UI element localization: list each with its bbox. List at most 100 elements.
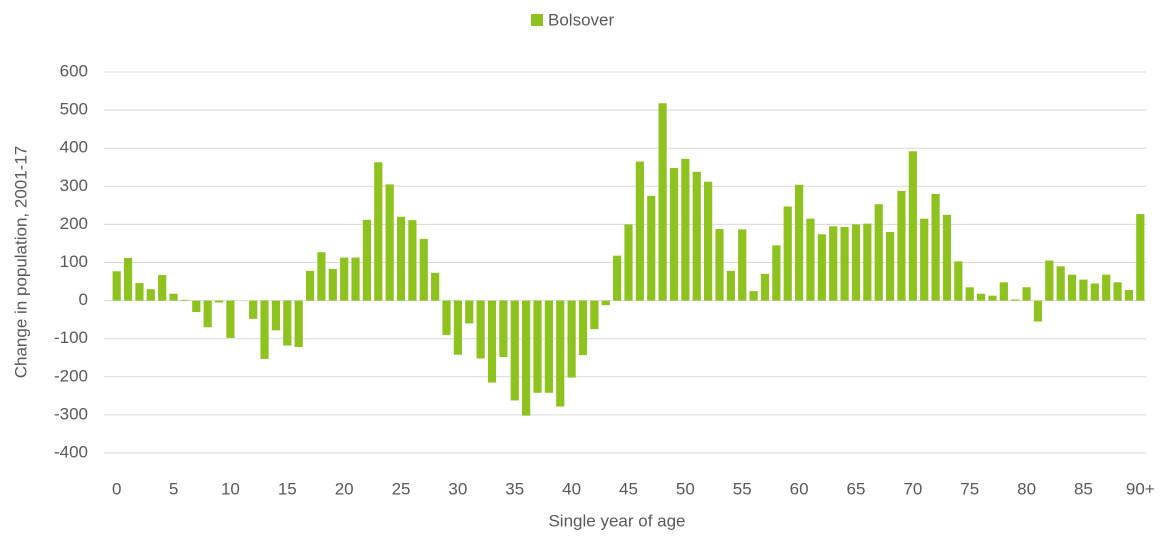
bar: [885, 232, 895, 301]
bar: [590, 300, 599, 330]
legend-label: Bolsover: [548, 10, 614, 29]
y-tick-label: 0: [79, 290, 88, 309]
x-tick-label: 40: [562, 479, 581, 498]
bar: [1067, 274, 1077, 301]
bar: [681, 158, 690, 301]
bar: [578, 300, 588, 356]
bar: [954, 261, 963, 301]
bar: [1113, 282, 1122, 301]
bar: [522, 300, 531, 416]
bar: [897, 190, 906, 301]
bar: [226, 300, 235, 338]
bar: [1011, 299, 1020, 301]
bar: [544, 300, 553, 393]
bar: [328, 268, 337, 301]
bar: [362, 219, 372, 301]
y-axis-label: Change in population, 2001-17: [11, 146, 30, 379]
bar: [476, 300, 485, 359]
bar: [1033, 300, 1043, 322]
bar: [283, 300, 292, 346]
bar: [180, 299, 190, 301]
bar: [431, 272, 440, 301]
x-tick-label: 30: [448, 479, 467, 498]
bar: [863, 223, 872, 301]
bar: [647, 195, 656, 301]
bar: [806, 218, 815, 301]
bar: [851, 224, 861, 301]
bar: [556, 300, 565, 407]
bar: [1136, 214, 1145, 301]
bar: [795, 184, 804, 301]
bar: [1079, 279, 1088, 301]
bar: [203, 300, 212, 328]
x-tick-label: 15: [278, 479, 297, 498]
bar: [169, 293, 178, 301]
bar: [351, 257, 360, 301]
bar: [567, 300, 576, 378]
bar: [123, 257, 133, 301]
y-tick-label: 400: [60, 138, 88, 157]
bar: [135, 283, 144, 301]
bar: [624, 224, 633, 301]
bar: [1090, 283, 1099, 301]
y-tick-label: -100: [54, 328, 88, 347]
bar: [965, 287, 974, 301]
x-tick-label: 70: [903, 479, 922, 498]
x-tick-label: 5: [169, 479, 178, 498]
y-tick-label: 600: [60, 61, 88, 80]
bar: [465, 300, 474, 324]
bar: [158, 275, 167, 301]
bar: [829, 226, 838, 301]
bar: [760, 273, 770, 301]
x-tick-label: 25: [392, 479, 411, 498]
bar: [738, 229, 747, 301]
bar: [1056, 266, 1065, 301]
bar: [976, 293, 986, 301]
y-tick-label: 300: [60, 176, 88, 195]
x-tick-label: 65: [847, 479, 866, 498]
bar: [635, 161, 644, 301]
bar: [385, 184, 394, 301]
bar: [374, 162, 383, 301]
bar: [749, 291, 758, 301]
bar: [908, 151, 917, 301]
bar: [783, 206, 792, 301]
bar: [692, 171, 701, 301]
bar: [874, 204, 883, 301]
bar: [442, 300, 451, 335]
bar: [317, 252, 326, 301]
bar: [669, 168, 679, 301]
bar: [340, 257, 349, 301]
bar: [260, 300, 269, 359]
y-tick-label: -200: [54, 366, 88, 385]
bar: [817, 234, 826, 301]
bar: [249, 300, 258, 319]
bar: [931, 193, 940, 301]
bar: [408, 220, 417, 301]
y-tick-label: -300: [54, 404, 88, 423]
bar: [840, 227, 849, 301]
bar: [772, 245, 781, 301]
y-tick-label: 100: [60, 252, 88, 271]
bar: [419, 238, 428, 301]
bar: [658, 103, 667, 301]
x-tick-label: 35: [505, 479, 524, 498]
bar: [192, 300, 201, 313]
bar: [704, 181, 713, 301]
x-tick-label: 20: [335, 479, 354, 498]
bar: [396, 216, 406, 301]
bar: [305, 270, 315, 301]
bar: [487, 300, 497, 383]
bar: [146, 289, 155, 301]
x-tick-label: 10: [221, 479, 240, 498]
bar: [271, 300, 281, 331]
x-tick-label: 85: [1074, 479, 1093, 498]
legend-swatch: [531, 14, 543, 26]
bar: [112, 271, 121, 301]
x-tick-label: 45: [619, 479, 638, 498]
bar: [942, 214, 952, 301]
bar: [499, 300, 508, 357]
bar: [920, 218, 929, 301]
bar: [533, 300, 542, 393]
